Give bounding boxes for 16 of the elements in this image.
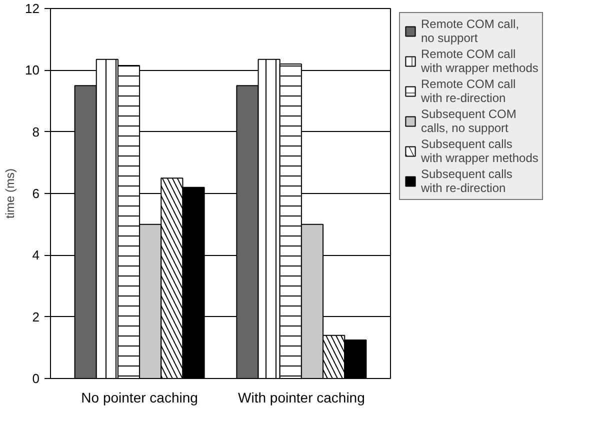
x-tick-label: No pointer caching <box>81 390 198 406</box>
y-tick-label: 10 <box>25 62 40 78</box>
y-tick-label: 12 <box>25 1 40 16</box>
y-tick-label: 6 <box>32 186 40 201</box>
y-tick-label: 2 <box>32 309 40 324</box>
legend-label: Subsequent calls with wrapper methods <box>421 137 538 165</box>
legend-label: Remote COM call with re-direction <box>421 77 516 105</box>
y-tick-label: 0 <box>32 371 40 386</box>
y-tick-label: 8 <box>32 124 40 140</box>
y-tick-label: 4 <box>32 248 40 263</box>
legend-label: Subsequent calls with re-direction <box>421 167 512 195</box>
y-axis-title: time (ms) <box>3 168 18 218</box>
legend-label: Remote COM call, no support <box>421 17 520 45</box>
legend-label: Subsequent COM calls, no support <box>421 107 516 135</box>
legend-label: Remote COM call with wrapper methods <box>421 47 538 75</box>
x-tick-label: With pointer caching <box>238 390 365 406</box>
